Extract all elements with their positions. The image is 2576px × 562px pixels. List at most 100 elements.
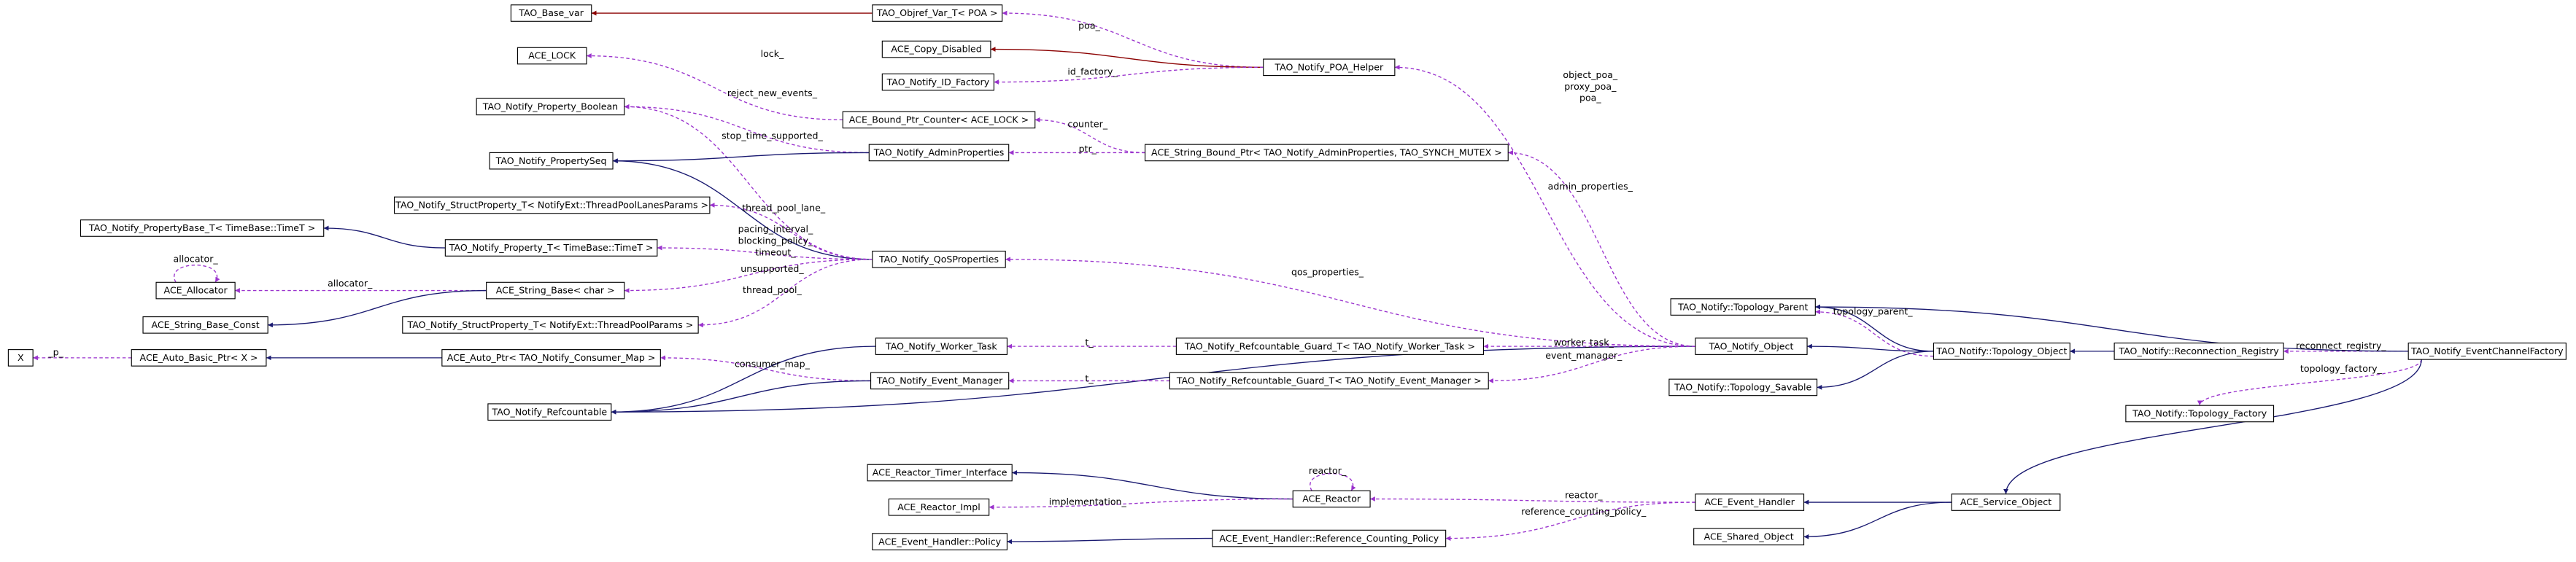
node-box [1292, 490, 1371, 508]
edge [1002, 10, 1264, 68]
edge [613, 152, 870, 164]
class-node: ACE_Copy_Disabled [881, 40, 991, 58]
edge-label: thread_pool_ [743, 284, 802, 295]
edge-label: t_ [1085, 337, 1094, 348]
edge-label: admin_properties_ [1548, 181, 1633, 192]
class-node: ACE_Auto_Ptr< TAO_Notify_Consumer_Map > [441, 349, 661, 367]
edge-label: topology_factory_ [2300, 363, 2383, 374]
node-box [870, 372, 1010, 390]
node-box [1695, 493, 1805, 511]
edge [587, 53, 843, 121]
node-label: ACE_Event_Handler::Reference_Counting_Po… [1219, 533, 1439, 544]
node-label: TAO_Notify_QoSProperties [878, 254, 999, 265]
node-label: TAO_Notify::Topology_Object [1935, 346, 2067, 356]
edge [323, 225, 446, 249]
edge-label: implementation_ [1049, 496, 1127, 507]
edge [613, 158, 873, 260]
edge [2197, 359, 2422, 406]
node-label: ACE_Allocator [163, 285, 228, 296]
edge-label: reference_counting_policy_ [1521, 506, 1647, 517]
node-box [872, 533, 1008, 550]
edge [268, 289, 487, 328]
node-label: TAO_Notify_EventChannelFactory [2410, 346, 2564, 356]
edge [2003, 359, 2422, 494]
node-box [476, 98, 625, 116]
node-box [881, 40, 991, 58]
edge-label: proxy_poa_ [1564, 81, 1617, 92]
edge-label: allocator_ [173, 253, 218, 264]
edge-label: poa_ [1078, 20, 1100, 31]
class-node: TAO_Objref_Var_T< POA > [872, 4, 1003, 22]
node-label: TAO_Notify_Refcountable [491, 406, 607, 417]
class-node: ACE_Bound_Ptr_Counter< ACE_LOCK > [842, 111, 1036, 129]
class-node: ACE_Allocator [155, 281, 236, 300]
node-box [2407, 343, 2567, 360]
node-label: TAO_Notify_StructProperty_T< NotifyExt::… [407, 319, 694, 330]
node-label: TAO_Notify_Worker_Task [885, 340, 997, 351]
node-box [489, 152, 614, 170]
edge-label: blocking_policy_ [738, 235, 813, 246]
edge [1012, 470, 1293, 500]
edge-label: reject_new_events_ [727, 87, 818, 98]
edge-label: poa_ [1579, 93, 1601, 104]
edge [1394, 64, 1695, 347]
class-node: ACE_Event_Handler [1695, 493, 1805, 511]
edge [994, 66, 1264, 85]
class-node: TAO_Notify_ID_Factory [881, 73, 994, 91]
edge-label: unsupported_ [740, 263, 804, 274]
node-label: TAO_Notify_Refcountable_Guard_T< TAO_Not… [1176, 375, 1482, 386]
node-label: TAO_Notify::Topology_Factory [2132, 408, 2267, 419]
class-node: TAO_Notify_Event_Manager [870, 372, 1010, 390]
node-label: ACE_Service_Object [1960, 496, 2051, 507]
edge-label: t_ [1085, 373, 1094, 384]
edge [1815, 304, 2409, 352]
node-box [1693, 528, 1805, 546]
node-label: ACE_String_Base_Const [151, 319, 259, 330]
edge [1034, 117, 1145, 154]
node-box [441, 349, 661, 367]
node-box [875, 337, 1008, 355]
node-label: ACE_Event_Handler::Policy [878, 536, 1001, 547]
node-label: ACE_Shared_Object [1704, 531, 1794, 542]
class-node: ACE_Event_Handler::Reference_Counting_Po… [1212, 529, 1447, 547]
edge [1508, 150, 1695, 347]
node-label: ACE_Bound_Ptr_Counter< ACE_LOCK > [849, 114, 1029, 125]
node-box [486, 281, 625, 300]
class-node: TAO_Notify_Object [1695, 337, 1808, 355]
node-label: TAO_Notify_POA_Helper [1274, 61, 1383, 72]
edge [709, 203, 873, 260]
node-box [402, 316, 699, 334]
edge [624, 104, 870, 154]
class-node: TAO_Notify_POA_Helper [1263, 58, 1396, 77]
class-node: TAO_Notify::Topology_Savable [1668, 378, 1818, 397]
node-label: TAO_Notify_Event_Manager [876, 375, 1003, 386]
edge-label: reactor_ [1565, 490, 1603, 501]
edge [1817, 351, 1934, 390]
edge-label: stop_time_supported_ [722, 130, 823, 141]
node-box [1670, 298, 1816, 316]
class-node: ACE_Service_Object [1951, 493, 2061, 511]
edge [1445, 501, 1695, 541]
class-node: ACE_String_Bound_Ptr< TAO_Notify_AdminPr… [1145, 144, 1509, 162]
edge [611, 380, 871, 415]
class-node: ACE_Event_Handler::Policy [872, 533, 1008, 550]
edge [1803, 501, 1952, 539]
class-node: TAO_Base_var [510, 4, 592, 22]
edge [1007, 537, 1212, 545]
edge-label: thread_pool_lane_ [742, 202, 826, 213]
node-label: TAO_Notify_AdminProperties [873, 147, 1005, 158]
node-box [80, 219, 325, 237]
class-node: TAO_Notify_PropertySeq [489, 152, 614, 170]
edge [611, 346, 876, 415]
node-box [872, 4, 1003, 22]
class-node: TAO_Notify_AdminProperties [868, 144, 1010, 162]
edge-label: allocator_ [328, 278, 373, 289]
edge [698, 259, 873, 328]
node-label: TAO_Notify_Property_Boolean [482, 101, 618, 112]
node-label: TAO_Notify_StructProperty_T< NotifyExt::… [395, 200, 708, 211]
node-box [888, 498, 990, 516]
edge-label: event_manager_ [1545, 350, 1622, 361]
class-node: ACE_String_Base< char > [486, 281, 625, 300]
node-label: TAO_Notify_Object [1709, 340, 1794, 351]
node-box [142, 316, 268, 334]
